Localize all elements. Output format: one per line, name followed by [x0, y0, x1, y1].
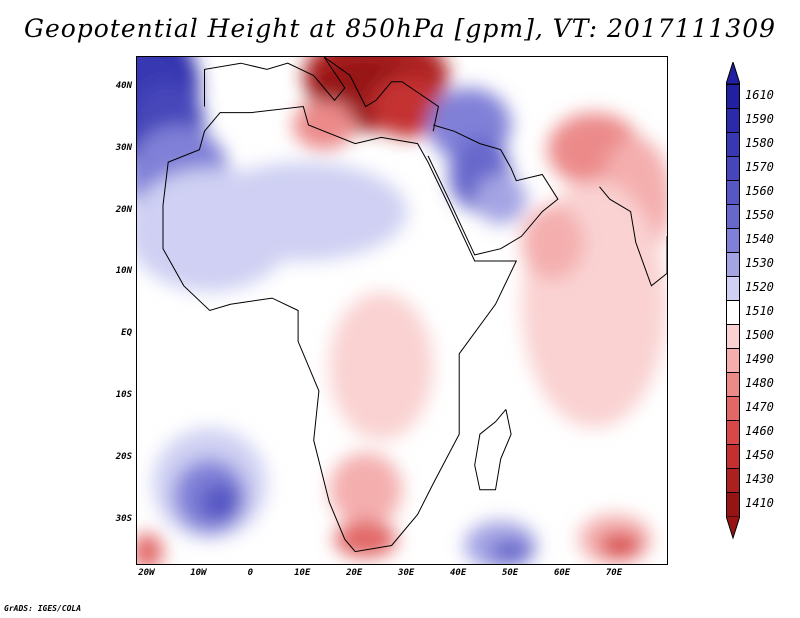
colorbar-swatch: [726, 444, 740, 469]
colorbar-bottom-arrow: [726, 516, 740, 540]
colorbar-swatch: [726, 180, 740, 205]
lon-tick-label: 20W: [138, 568, 155, 578]
map-plot-area: [136, 56, 668, 565]
height-region-24: [490, 539, 532, 564]
lat-tick-label: 10S: [115, 390, 132, 401]
height-region-27: [137, 533, 163, 564]
height-region-16: [521, 205, 584, 280]
colorbar-level-label: 1510: [745, 304, 774, 318]
colorbar-level-label: 1610: [745, 88, 774, 102]
colorbar-level-label: 1560: [745, 184, 774, 198]
colorbar-swatch: [726, 420, 740, 445]
lon-tick-label: 20E: [346, 568, 363, 578]
colorbar-swatch: [726, 228, 740, 253]
colorbar-swatch: [726, 252, 740, 277]
colorbar-level-label: 1490: [745, 352, 774, 366]
colorbar-swatch: [726, 84, 740, 109]
colorbar-level-label: 1550: [745, 208, 774, 222]
colorbar-swatch: [726, 204, 740, 229]
lon-tick-label: 70E: [605, 568, 623, 578]
height-region-22: [199, 483, 241, 521]
colorbar-swatch: [726, 324, 740, 349]
lat-tick-label: 40N: [115, 80, 132, 91]
colorbar-level-label: 1450: [745, 448, 774, 462]
colorbar-swatch: [726, 276, 740, 301]
lon-tick-label: 30E: [398, 568, 415, 578]
colorbar-level-label: 1540: [745, 232, 774, 246]
colorbar-level-label: 1470: [745, 400, 774, 414]
colorbar-level-label: 1430: [745, 472, 774, 486]
madagascar-coastline: [474, 409, 512, 491]
colorbar-swatch: [726, 348, 740, 373]
africa-coastline: [162, 105, 518, 553]
colorbar-bottom-triangle: [726, 516, 740, 540]
colorbar-swatch: [726, 300, 740, 325]
colorbar-swatch: [726, 372, 740, 397]
colorbar-swatch: [726, 492, 740, 517]
europe-coastline: [204, 57, 439, 132]
colorbar-level-label: 1530: [745, 256, 774, 270]
height-region-18: [329, 452, 402, 527]
colorbar-level-label: 1590: [745, 112, 774, 126]
lon-tick-label: 40E: [450, 568, 467, 578]
colorbar-level-label: 1500: [745, 328, 774, 342]
india-coastline: [599, 186, 667, 287]
lat-tick-label: 20N: [115, 204, 132, 215]
colorbar-level-label: 1480: [745, 376, 774, 390]
height-region-12: [474, 174, 527, 224]
height-region-26: [599, 533, 642, 558]
colorbar-level-label: 1580: [745, 136, 774, 150]
colorbar-level-label: 1410: [745, 496, 774, 510]
lat-tick-label: 10N: [115, 266, 132, 277]
lat-tick-label: 20S: [115, 451, 132, 462]
lon-tick-label: 0: [247, 568, 254, 578]
lat-tick-label: 30S: [115, 513, 132, 524]
colorbar-top-triangle: [726, 62, 740, 85]
height-region-8: [370, 75, 444, 138]
colorbar-top-arrow: [726, 62, 740, 85]
colorbar-level-label: 1460: [745, 424, 774, 438]
lat-tick-label: 30N: [115, 142, 132, 153]
height-region-17: [329, 291, 434, 441]
height-region-19: [334, 520, 397, 558]
lat-tick-label: EQ: [121, 328, 132, 339]
colorbar-swatch: [726, 108, 740, 133]
lon-tick-label: 60E: [553, 568, 571, 578]
map-title: Geopotential Height at 850hPa [gpm], VT:…: [23, 14, 777, 43]
colorbar-level-label: 1570: [745, 160, 774, 174]
colorbar-level-label: 1520: [745, 280, 774, 294]
colorbar-legend: 1610 1590 1580 1570 1560 1550 1540 1530 1520 1510…: [726, 62, 774, 550]
colorbar-swatch: [726, 468, 740, 493]
lon-tick-label: 10E: [294, 568, 311, 578]
colorbar-swatch: [726, 396, 740, 421]
height-field: [137, 57, 667, 564]
arabia-coastline: [427, 124, 559, 256]
lon-tick-label: 10W: [190, 568, 207, 578]
colorbar-swatch: [726, 132, 740, 157]
lon-tick-label: 50E: [501, 568, 519, 578]
colorbar-swatch: [726, 156, 740, 181]
geopotential-map: [137, 57, 667, 564]
grads-footer: GrADS: IGES/COLA: [4, 604, 82, 613]
height-region-5: [199, 162, 408, 262]
height-region-9: [292, 100, 356, 150]
